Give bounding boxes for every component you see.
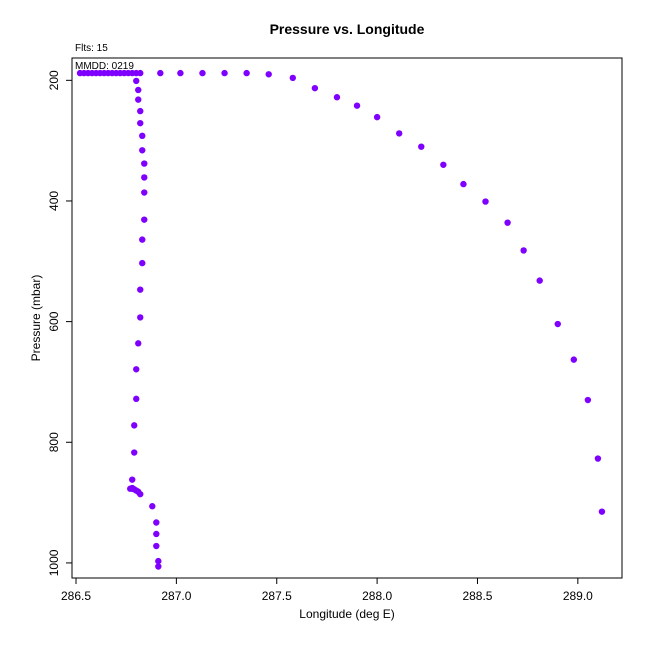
data-point [133, 77, 140, 85]
data-point [137, 314, 144, 321]
data-point [131, 449, 138, 456]
data-point [504, 219, 511, 226]
x-axis-label: Longitude (deg E) [299, 607, 394, 621]
chart-title: Pressure vs. Longitude [270, 21, 425, 37]
data-point [373, 113, 381, 121]
data-point [139, 236, 146, 243]
data-point [440, 161, 447, 168]
x-axis: 286.5 287.0 287.5 288.0 288.5 289.0 [61, 578, 593, 603]
data-point [353, 102, 361, 109]
data-point [570, 356, 578, 363]
data-point [129, 476, 136, 483]
x-tick-label: 287.5 [262, 589, 292, 603]
data-point [598, 508, 606, 515]
data-point [137, 107, 144, 115]
data-point [131, 422, 138, 429]
y-tick-label: 1000 [47, 549, 61, 576]
data-point [243, 69, 250, 77]
data-point [135, 86, 142, 94]
data-point [221, 69, 228, 77]
x-tick-label: 287.0 [161, 589, 191, 603]
data-point [141, 189, 148, 196]
data-point [155, 557, 162, 565]
data-point [137, 490, 144, 498]
plot-frame [71, 57, 623, 579]
data-point [137, 286, 144, 293]
data-point [139, 132, 146, 140]
data-point [153, 530, 160, 538]
data-point [482, 198, 489, 205]
x-tick-label: 288.0 [362, 589, 392, 603]
data-point [594, 455, 602, 462]
y-tick-label: 600 [47, 311, 61, 331]
data-point [333, 94, 341, 101]
data-point [133, 366, 140, 373]
x-tick-label: 286.5 [61, 589, 91, 603]
data-point [311, 84, 319, 92]
data-point [177, 69, 184, 77]
data-point [157, 69, 164, 77]
y-axis-label: Pressure (mbar) [29, 275, 43, 362]
data-point [149, 503, 156, 510]
data-point [536, 277, 543, 284]
mmdd-annotation: MMDD: 0219 [75, 61, 134, 72]
y-tick-label: 400 [47, 191, 61, 211]
data-point [141, 174, 148, 181]
data-point [153, 542, 160, 550]
data-point [133, 395, 140, 403]
data-points [76, 69, 606, 570]
data-point [520, 247, 527, 254]
x-tick-label: 288.5 [462, 589, 492, 603]
data-point [265, 71, 272, 78]
data-point [141, 160, 148, 167]
data-point [137, 69, 144, 77]
data-point [584, 396, 592, 404]
data-point [418, 143, 425, 150]
y-axis: 200 400 600 800 1000 [47, 70, 72, 576]
data-point [395, 130, 403, 137]
data-point [137, 119, 144, 127]
data-point [554, 320, 561, 328]
data-point [139, 259, 146, 267]
data-point [135, 340, 142, 347]
x-tick-label: 289.0 [563, 589, 593, 603]
data-point [460, 180, 467, 188]
data-point [153, 519, 160, 526]
data-point [155, 563, 162, 570]
data-point [135, 96, 142, 103]
flights-annotation: Flts: 15 [75, 43, 108, 54]
data-point [139, 147, 146, 154]
y-tick-label: 800 [47, 432, 61, 452]
y-tick-label: 200 [47, 70, 61, 90]
data-point [199, 69, 206, 77]
data-point [289, 74, 297, 82]
data-point [141, 216, 148, 223]
